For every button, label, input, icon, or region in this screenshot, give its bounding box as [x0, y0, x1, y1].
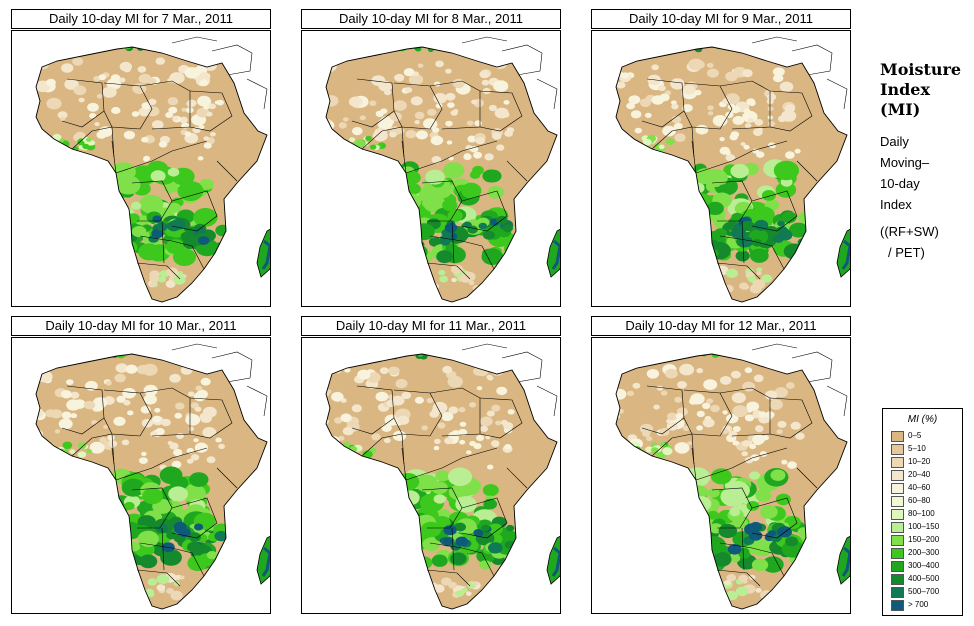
legend-swatch — [891, 522, 904, 533]
map-panel-2: Daily 10-day MI for 8 Mar., 2011 — [301, 9, 561, 309]
map-panel-6: Daily 10-day MI for 12 Mar., 2011 — [591, 316, 851, 616]
index-title: Moisture Index (MI) — [880, 60, 970, 120]
panel-title: Daily 10-day MI for 8 Mar., 2011 — [301, 9, 561, 29]
legend-item: 150–200 — [891, 534, 961, 546]
legend-item: 5–10 — [891, 443, 961, 455]
legend-item: 500–700 — [891, 586, 961, 598]
legend-swatch — [891, 535, 904, 546]
index-title-line: Moisture — [880, 60, 962, 79]
legend-label: 400–500 — [908, 574, 940, 583]
africa-map — [301, 337, 561, 614]
description-line: Daily — [880, 134, 909, 149]
legend-swatch — [891, 457, 904, 468]
africa-map — [591, 337, 851, 614]
legend-swatch — [891, 483, 904, 494]
index-formula: ((RF+SW) / PET) — [880, 221, 970, 263]
africa-map — [591, 30, 851, 307]
legend-label: 0–5 — [908, 431, 922, 440]
legend-item: 10–20 — [891, 456, 961, 468]
legend-label: 10–20 — [908, 457, 931, 466]
legend-swatch — [891, 444, 904, 455]
africa-map — [11, 30, 271, 307]
legend-swatch — [891, 509, 904, 520]
legend-label: 150–200 — [908, 535, 940, 544]
legend-item: 80–100 — [891, 508, 961, 520]
legend-label: 60–80 — [908, 496, 931, 505]
map-panel-1: Daily 10-day MI for 7 Mar., 2011 — [11, 9, 271, 309]
legend-item: 0–5 — [891, 430, 961, 442]
legend-item: 100–150 — [891, 521, 961, 533]
panel-title: Daily 10-day MI for 7 Mar., 2011 — [11, 9, 271, 29]
panel-title: Daily 10-day MI for 9 Mar., 2011 — [591, 9, 851, 29]
index-description: Daily Moving– 10-day Index — [880, 131, 970, 215]
legend-swatch — [891, 574, 904, 585]
legend-swatch — [891, 431, 904, 442]
legend-swatch — [891, 587, 904, 598]
description-line: 10-day — [880, 176, 920, 191]
legend-item: 300–400 — [891, 560, 961, 572]
formula-line: ((RF+SW) — [880, 224, 939, 239]
panel-title: Daily 10-day MI for 12 Mar., 2011 — [591, 316, 851, 336]
legend-swatch — [891, 496, 904, 507]
panel-title: Daily 10-day MI for 11 Mar., 2011 — [301, 316, 561, 336]
map-panel-4: Daily 10-day MI for 10 Mar., 2011 — [11, 316, 271, 616]
legend-label: 200–300 — [908, 548, 940, 557]
description-line: Index — [880, 197, 912, 212]
legend: MI (%) 0–5 5–10 10–20 20–40 40–60 60–80 80–100… — [882, 408, 963, 616]
index-title-line: (MI) — [880, 100, 921, 119]
legend-item: 60–80 — [891, 495, 961, 507]
legend-label: > 700 — [908, 600, 929, 609]
panel-title: Daily 10-day MI for 10 Mar., 2011 — [11, 316, 271, 336]
legend-label: 100–150 — [908, 522, 940, 531]
formula-line: / PET) — [888, 245, 925, 260]
map-panel-5: Daily 10-day MI for 11 Mar., 2011 — [301, 316, 561, 616]
legend-label: 300–400 — [908, 561, 940, 570]
legend-label: 20–40 — [908, 470, 931, 479]
africa-map — [301, 30, 561, 307]
legend-item: 20–40 — [891, 469, 961, 481]
legend-label: 40–60 — [908, 483, 931, 492]
legend-label: 80–100 — [908, 509, 935, 518]
legend-swatch — [891, 470, 904, 481]
legend-swatch — [891, 561, 904, 572]
index-title-line: Index — [880, 80, 931, 99]
africa-map — [11, 337, 271, 614]
legend-label: 500–700 — [908, 587, 940, 596]
legend-title: MI (%) — [907, 414, 938, 425]
legend-item: 200–300 — [891, 547, 961, 559]
description-line: Moving– — [880, 155, 930, 170]
legend-swatch — [891, 548, 904, 559]
map-panel-3: Daily 10-day MI for 9 Mar., 2011 — [591, 9, 851, 309]
legend-label: 5–10 — [908, 444, 926, 453]
legend-item: > 700 — [891, 599, 961, 611]
legend-swatch — [891, 600, 904, 611]
legend-item: 400–500 — [891, 573, 961, 585]
legend-item: 40–60 — [891, 482, 961, 494]
